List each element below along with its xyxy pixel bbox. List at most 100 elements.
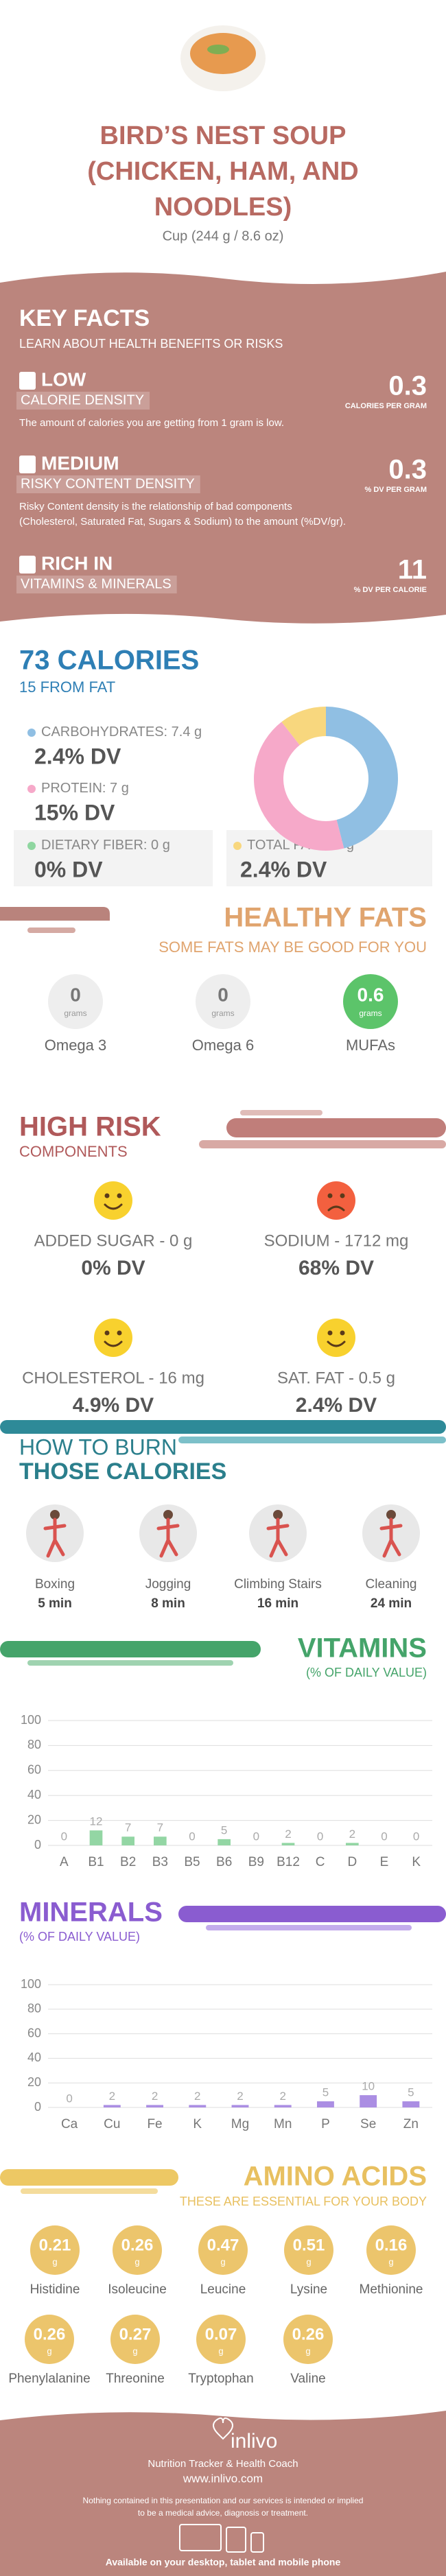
disclaimer: Nothing contained in this presentation a… <box>83 2496 364 2505</box>
section-subtitle: (% OF DAILY VALUE) <box>19 1930 140 1943</box>
section-title: THOSE CALORIES <box>19 1458 226 1485</box>
eye <box>340 1193 345 1198</box>
x-tick-label: Fe <box>147 2117 162 2131</box>
garnish <box>207 45 229 54</box>
mouth <box>327 1340 346 1347</box>
fat-name: Omega 3 <box>45 1037 107 1054</box>
label-box <box>16 392 150 410</box>
nutrient-label: DIETARY FIBER: 0 g <box>41 838 170 853</box>
x-tick-label: B6 <box>216 1855 232 1869</box>
bar <box>146 2105 163 2107</box>
bar <box>121 1836 134 1845</box>
section-title: HIGH RISK <box>19 1112 161 1142</box>
panel <box>14 830 213 886</box>
amino-circle <box>283 2315 333 2364</box>
amino-name: Valine <box>290 2372 325 2386</box>
eye <box>104 1330 110 1336</box>
section-title: AMINO ACIDS <box>244 2162 427 2192</box>
stripe <box>0 907 110 921</box>
description: The amount of calories you are getting f… <box>19 417 284 429</box>
x-tick-label: Cu <box>104 2117 120 2131</box>
footer-background <box>0 2411 446 2576</box>
value-label: 2 <box>152 2090 158 2103</box>
figure-head <box>273 1510 283 1520</box>
y-tick-label: 100 <box>21 1713 41 1727</box>
value-label: 0 <box>61 1830 67 1843</box>
key-facts-background <box>0 272 446 624</box>
mouth <box>104 1203 123 1210</box>
figure-body <box>266 1517 290 1558</box>
badge-icon <box>19 372 36 390</box>
x-tick-label: B9 <box>248 1855 264 1869</box>
y-tick-label: 40 <box>27 1788 41 1801</box>
fat-unit: grams <box>64 1008 86 1018</box>
value-label: 2 <box>349 1828 355 1841</box>
bar <box>402 2101 420 2107</box>
risk-dv: 0% DV <box>81 1257 145 1279</box>
bar <box>360 2095 377 2107</box>
y-tick-label: 40 <box>27 2051 41 2064</box>
stripe <box>0 1641 261 1657</box>
label: CALORIE DENSITY <box>21 392 144 407</box>
risk-dv: 4.9% DV <box>73 1394 154 1417</box>
risk-label: SODIUM - 1712 mg <box>264 1231 409 1250</box>
fat-value: 0.6 <box>357 984 384 1005</box>
unit: % DV PER GRAM <box>365 486 427 494</box>
value-label: 12 <box>90 1815 103 1828</box>
nutrient-name: PROTEIN: <box>41 781 106 796</box>
amino-circle <box>284 2225 333 2275</box>
y-tick-label: 60 <box>27 2026 41 2040</box>
figure-head <box>386 1510 396 1520</box>
nutrient-dv: 2.4% DV <box>240 857 327 882</box>
amino-circle <box>198 2225 248 2275</box>
value-label: 0 <box>317 1830 323 1843</box>
value-label: 2 <box>279 2090 285 2103</box>
x-tick-label: B5 <box>184 1855 200 1869</box>
bar <box>154 1836 167 1845</box>
level: LOW <box>41 368 86 390</box>
nutrient-dv: 15% DV <box>34 800 115 825</box>
label-box <box>16 576 177 593</box>
value-label: 0 <box>413 1830 419 1843</box>
amino-unit: g <box>52 2256 57 2267</box>
y-tick-label: 0 <box>34 2100 41 2114</box>
section-title: 73 CALORIES <box>19 646 199 676</box>
legend-dot <box>27 842 36 850</box>
stripe <box>27 1660 233 1666</box>
risk-label: ADDED SUGAR - 0 g <box>34 1231 193 1250</box>
serving: Cup (244 g / 8.6 oz) <box>163 228 284 244</box>
x-tick-label: D <box>347 1855 357 1869</box>
amino-name: Histidine <box>30 2282 80 2297</box>
x-tick-label: K <box>193 2117 202 2131</box>
badge-icon <box>19 556 36 574</box>
x-tick-label: Mg <box>231 2117 249 2131</box>
legend-dot <box>27 785 36 793</box>
nutrient-amount: 0 g <box>151 838 170 853</box>
x-tick-label: Zn <box>403 2117 419 2131</box>
stripe <box>178 1906 446 1922</box>
donut-segment <box>326 707 398 849</box>
activity-time: 24 min <box>371 1596 412 1611</box>
value-label: 0 <box>66 2092 72 2105</box>
amino-unit: g <box>47 2345 51 2356</box>
risk-dv: 2.4% DV <box>296 1394 377 1417</box>
value: 0.3 <box>388 371 427 401</box>
x-tick-label: Se <box>360 2117 376 2131</box>
y-tick-label: 80 <box>27 1738 41 1751</box>
section-title: VITAMINS <box>298 1633 427 1664</box>
title: NOODLES) <box>154 193 292 222</box>
stripe <box>178 1437 446 1443</box>
risk-dv: 68% DV <box>298 1257 374 1279</box>
x-tick-label: K <box>412 1855 421 1869</box>
mouth <box>104 1340 123 1347</box>
eye <box>117 1330 122 1336</box>
donut-segment <box>254 722 344 851</box>
nutrient-name: DIETARY FIBER: <box>41 838 147 853</box>
fat-name: MUFAs <box>346 1037 395 1054</box>
nutrient-name: CARBOHYDRATES: <box>41 724 167 740</box>
fat-circle <box>343 974 398 1029</box>
section-subtitle: COMPONENTS <box>19 1143 128 1160</box>
fat-unit: grams <box>211 1008 234 1018</box>
unit: CALORIES PER GRAM <box>345 402 427 410</box>
